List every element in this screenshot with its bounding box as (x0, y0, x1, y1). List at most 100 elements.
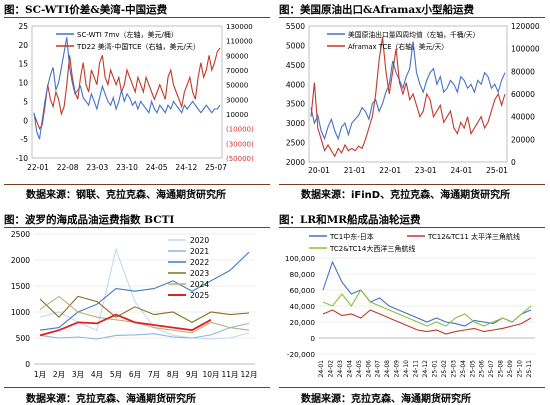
y-tick-label: 2500 (286, 139, 305, 148)
series-line-sc-wti (33, 37, 221, 140)
y2-tick-label: 110000 (226, 38, 253, 46)
series-line-2025 (39, 313, 212, 337)
y-tick-label: 4500 (286, 61, 305, 70)
y-tick-label: 1500 (11, 282, 30, 291)
x-tick-label: 24-03 (337, 360, 344, 378)
y-tick-label: 5500 (286, 22, 305, 31)
y-tick-label: 40,000 (289, 302, 315, 311)
y2-tick-label: (50000) (226, 155, 254, 163)
series-line (322, 309, 532, 335)
y2-tick-label: 50000 (226, 82, 248, 90)
legend-label: 2023 (190, 269, 209, 278)
series-line-aframax (310, 37, 506, 158)
y2-tick-label: 40000 (511, 113, 535, 122)
y-tick-label: -10 (16, 154, 28, 163)
y2-tick-label: 80000 (511, 67, 535, 76)
y-tick-label: 3500 (286, 100, 305, 109)
x-tick-label: 23-10 (116, 163, 138, 172)
series-line-2024 (39, 295, 250, 334)
y-tick-label: 3000 (286, 119, 305, 128)
x-tick-label: 25-04 (460, 360, 467, 378)
y-tick-label: 5000 (286, 41, 305, 50)
y2-tick-label: 120000 (511, 22, 540, 31)
x-tick-label: 1月 (34, 370, 46, 379)
x-tick-label: 3月 (72, 370, 84, 379)
chart-title: 图：LR和MR船成品油轮运费 (279, 214, 421, 226)
y-tick-label: 2500 (11, 230, 30, 239)
y-tick-label: -5 (21, 135, 29, 144)
y2-tick-label: 100000 (511, 45, 540, 54)
y2-tick-label: 20000 (511, 135, 535, 144)
x-tick-label: 25-07 (488, 360, 495, 378)
y2-tick-label: (10000) (226, 126, 254, 134)
x-tick-label: 22-01 (27, 163, 49, 172)
x-tick-label: 24-09 (394, 360, 401, 378)
x-tick-label: 25-10 (517, 360, 524, 378)
legend-label: 2020 (190, 236, 209, 245)
y2-tick-label: 90000 (226, 52, 248, 60)
x-tick-label: 24-05 (146, 163, 168, 172)
y-tick-label: 2000 (286, 158, 305, 167)
x-tick-label: 20-01 (308, 166, 330, 175)
legend-label: 美国原油出口量四周均值（左轴，千桶/天） (348, 30, 479, 39)
x-tick-label: 24-08 (384, 360, 391, 378)
y-tick-label: 4000 (286, 80, 305, 89)
chart-title: 图：波罗的海成品油运费指数 BCTI (4, 214, 175, 226)
series-line-2021 (39, 322, 250, 340)
x-tick-label: 25-06 (479, 360, 486, 378)
chart-source: 数据来源：iFinD、克拉克森、海通期货研究所 (301, 190, 511, 201)
legend-label: 2025 (190, 291, 209, 300)
legend-label: SC-WTI 7mv（左轴，美元/桶） (77, 30, 178, 39)
chart-us-export: 5500 5000 4500 4000 3500 3000 2500 2000 120000 10… (286, 22, 540, 175)
x-tick-label: 24-01 (451, 166, 473, 175)
x-tick-label: 5月 (110, 370, 122, 379)
x-tick-label: 25-01 (486, 166, 508, 175)
x-tick-label: 25-08 (498, 360, 505, 378)
x-tick-label: 24-11 (413, 360, 420, 378)
x-tick-label: 25-05 (469, 360, 476, 378)
series-line-2023 (39, 295, 250, 324)
series-line (322, 289, 532, 327)
chart-title: 图：美国原油出口&Aframax小型船运费 (279, 4, 474, 16)
x-tick-label: 24-02 (327, 360, 334, 378)
legend-label: 2021 (190, 247, 209, 256)
y-tick-label: 25 (18, 22, 28, 31)
x-tick-label: 25-07 (205, 163, 227, 172)
x-tick-label: 8月 (167, 370, 179, 379)
x-tick-label: 11月 (221, 370, 238, 379)
y2-tick-label: 130000 (226, 23, 253, 31)
x-tick-label: 24-04 (346, 360, 353, 378)
x-tick-label: 24-10 (403, 360, 410, 378)
y-tick-label: 80,000 (289, 270, 315, 279)
y2-tick-label: 30000 (226, 96, 248, 104)
chart-lr-mr: 100,00080,00060,00040,00020,0000-20,0002… (285, 232, 535, 378)
y2-tick-label: 0 (511, 158, 516, 167)
chart-source: 数据来源：克拉克森、海通期货研究所 (26, 394, 196, 405)
series-line-td22 (33, 47, 221, 130)
series-line-2020 (39, 247, 250, 340)
x-tick-label: 24-12 (422, 360, 429, 378)
legend-label: 2022 (190, 258, 209, 267)
x-tick-label: 24-01 (318, 360, 325, 378)
y-tick-label: 20,000 (289, 318, 315, 327)
y-tick-label: 1000 (11, 308, 30, 317)
chart-sc-wti: 25 20 15 10 5 0 -5 -10 130000 110000 90000 70000 500… (16, 22, 254, 172)
x-tick-label: 25-02 (441, 360, 448, 378)
x-tick-label: 24-12 (175, 163, 197, 172)
y2-tick-label: (30000) (226, 140, 254, 148)
y2-tick-label: 10000 (226, 111, 248, 119)
x-tick-label: 25-09 (507, 360, 514, 378)
y-tick-label: 2000 (11, 256, 30, 265)
x-tick-label: 23-03 (86, 163, 108, 172)
x-tick-label: 24-06 (365, 360, 372, 378)
panel-lr-mr: 图：LR和MR船成品油轮运费 100,000 80,000 60,000 40,000… (275, 207, 550, 405)
legend-label: TC1中东-日本 (329, 232, 374, 241)
y-tick-label: 10 (18, 79, 28, 88)
x-tick-label: 10月 (202, 370, 219, 379)
y-tick-label: -20,000 (287, 350, 316, 359)
y-tick-label: 15 (18, 60, 28, 69)
y-tick-label: 100,000 (285, 254, 316, 263)
x-tick-label: 22-08 (57, 163, 79, 172)
y-tick-label: 0 (23, 116, 28, 125)
panel-us-export: 图：美国原油出口&Aframax小型船运费 5500 5000 4500 4000 35… (275, 0, 550, 201)
